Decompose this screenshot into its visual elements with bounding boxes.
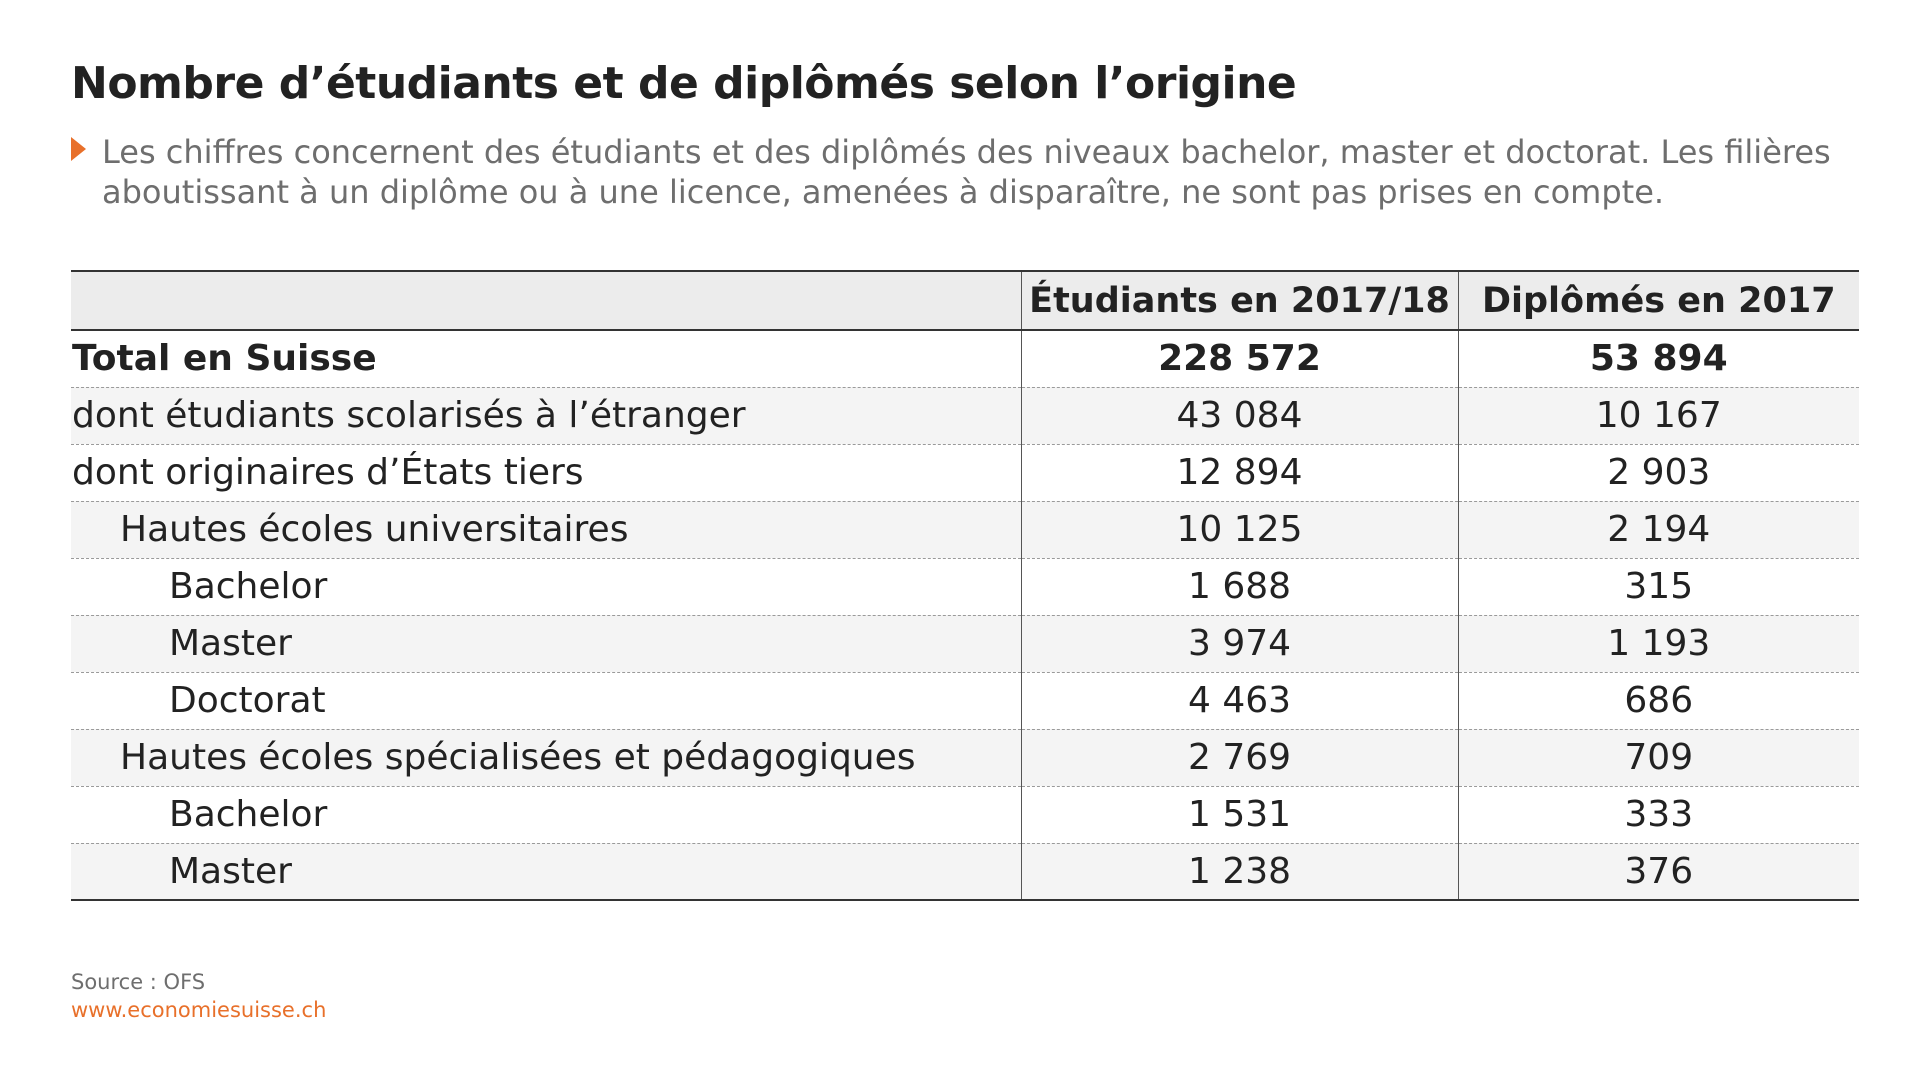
row-label: Bachelor bbox=[71, 557, 1021, 615]
cell-etudiants: 228 572 bbox=[1020, 330, 1458, 387]
cell-diplomes: 2 903 bbox=[1457, 443, 1859, 501]
cell-diplomes: 315 bbox=[1457, 557, 1859, 615]
row-label: Hautes écoles spécialisées et pédagogiqu… bbox=[71, 728, 1021, 786]
row-label: Bachelor bbox=[71, 785, 1021, 843]
subtitle-block: Les chiffres concernent des étudiants et… bbox=[71, 132, 1861, 212]
data-table: Étudiants en 2017/18 Diplômés en 2017 To… bbox=[71, 270, 1859, 901]
table-row: Hautes écoles universitaires 10 125 2 194 bbox=[71, 500, 1859, 558]
cell-etudiants: 2 769 bbox=[1020, 728, 1458, 786]
column-header-label bbox=[71, 270, 1021, 331]
data-table-wrapper: Étudiants en 2017/18 Diplômés en 2017 To… bbox=[71, 270, 1859, 901]
cell-diplomes: 10 167 bbox=[1457, 386, 1859, 444]
table-row: Total en Suisse 228 572 53 894 bbox=[71, 330, 1859, 387]
cell-etudiants: 1 531 bbox=[1020, 785, 1458, 843]
source-note: Source : OFS bbox=[71, 970, 206, 994]
row-label: Master bbox=[71, 614, 1021, 672]
cell-diplomes: 1 193 bbox=[1457, 614, 1859, 672]
cell-etudiants: 12 894 bbox=[1020, 443, 1458, 501]
table-header-row: Étudiants en 2017/18 Diplômés en 2017 bbox=[71, 270, 1859, 331]
cell-etudiants: 3 974 bbox=[1020, 614, 1458, 672]
row-label: dont originaires d’États tiers bbox=[71, 443, 1021, 501]
table-row: Bachelor 1 531 333 bbox=[71, 785, 1859, 843]
cell-diplomes: 709 bbox=[1457, 728, 1859, 786]
subtitle: Les chiffres concernent des étudiants et… bbox=[102, 133, 1831, 211]
row-label: Master bbox=[71, 842, 1021, 901]
table-row: dont originaires d’États tiers 12 894 2 90… bbox=[71, 443, 1859, 501]
column-header-diplomes: Diplômés en 2017 bbox=[1457, 270, 1859, 331]
table-row: Master 1 238 376 bbox=[71, 842, 1859, 901]
table-row: Doctorat 4 463 686 bbox=[71, 671, 1859, 729]
row-label: Doctorat bbox=[71, 671, 1021, 729]
website-link[interactable]: www.economiesuisse.ch bbox=[71, 998, 327, 1022]
row-label: Total en Suisse bbox=[72, 338, 377, 380]
table-row: dont étudiants scolarisés à l’étranger 43… bbox=[71, 386, 1859, 444]
cell-etudiants: 10 125 bbox=[1020, 500, 1458, 558]
column-header-etudiants: Étudiants en 2017/18 bbox=[1020, 270, 1458, 331]
cell-etudiants: 4 463 bbox=[1020, 671, 1458, 729]
cell-etudiants: 43 084 bbox=[1020, 386, 1458, 444]
page-title: Nombre d’étudiants et de diplômés selon … bbox=[71, 58, 1297, 109]
table-row: Bachelor 1 688 315 bbox=[71, 557, 1859, 615]
cell-etudiants: 1 238 bbox=[1020, 842, 1458, 901]
table-header: Étudiants en 2017/18 Diplômés en 2017 bbox=[71, 270, 1859, 331]
table-row: Master 3 974 1 193 bbox=[71, 614, 1859, 672]
cell-diplomes: 2 194 bbox=[1457, 500, 1859, 558]
table-row: Hautes écoles spécialisées et pédagogiqu… bbox=[71, 728, 1859, 786]
row-label: Hautes écoles universitaires bbox=[71, 500, 1021, 558]
table-body: Total en Suisse 228 572 53 894 dont étudian… bbox=[71, 330, 1859, 901]
cell-diplomes: 333 bbox=[1457, 785, 1859, 843]
row-label: dont étudiants scolarisés à l’étranger bbox=[71, 386, 1021, 444]
cell-diplomes: 686 bbox=[1457, 671, 1859, 729]
triangle-right-icon bbox=[71, 137, 86, 161]
cell-diplomes: 376 bbox=[1457, 842, 1859, 901]
cell-etudiants: 1 688 bbox=[1020, 557, 1458, 615]
cell-diplomes: 53 894 bbox=[1457, 330, 1859, 387]
